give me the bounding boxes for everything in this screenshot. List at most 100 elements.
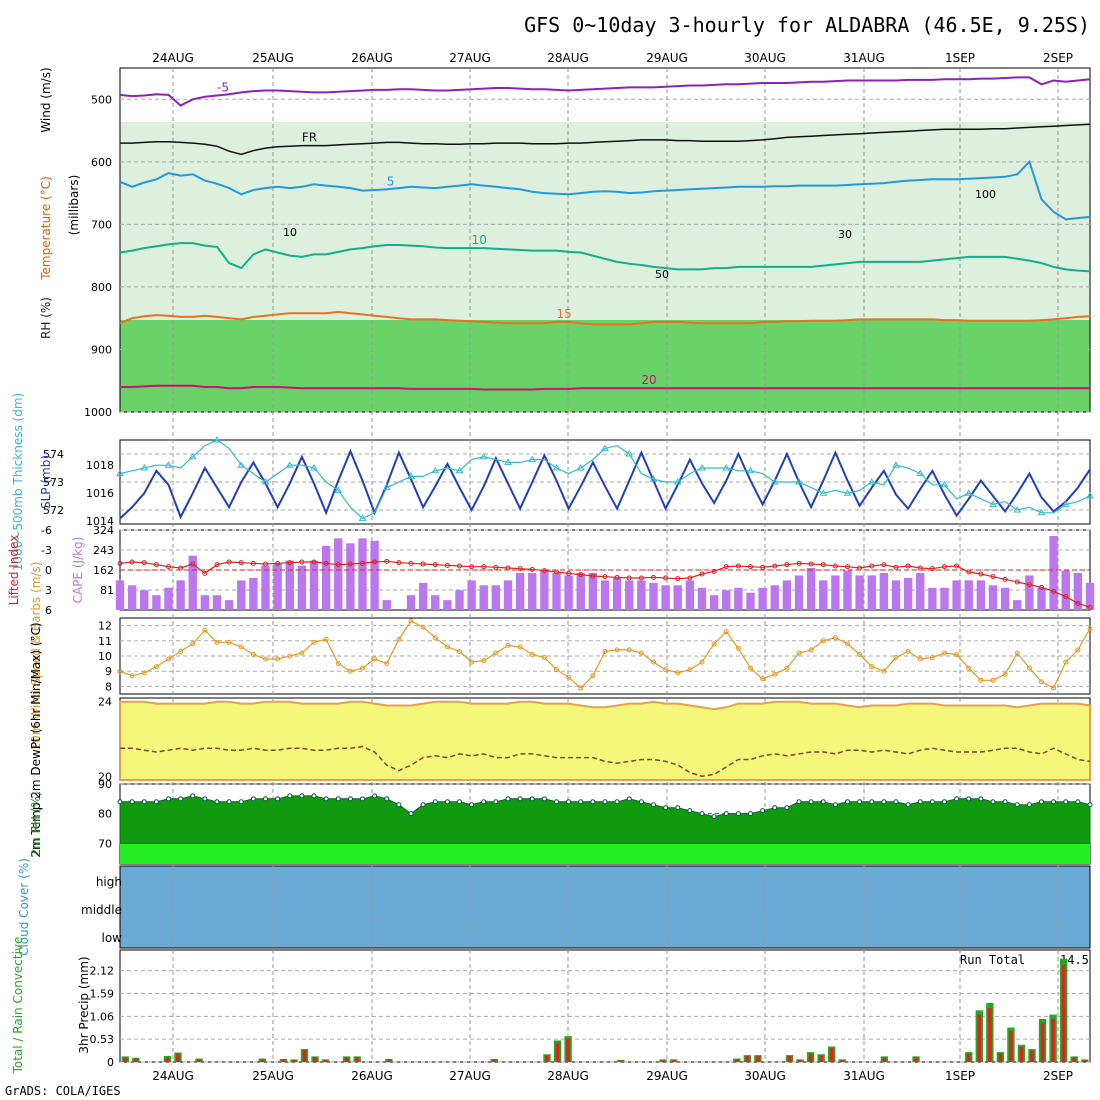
- lifted-index-point: [966, 569, 972, 575]
- lifted-index-point: [954, 563, 960, 569]
- rh2m-point: [748, 811, 753, 817]
- precip-convective-bar: [134, 1058, 138, 1062]
- wind-speed-point: [748, 665, 753, 671]
- cape-bar: [879, 572, 889, 610]
- cape-bar: [176, 580, 185, 610]
- lifted-index-line: [119, 560, 1091, 608]
- rh2m-point: [408, 811, 414, 817]
- wind-speed-point: [226, 639, 232, 645]
- rh2m-point: [226, 799, 232, 805]
- cape-tick-label: 243: [93, 544, 114, 557]
- lifted-index-point: [796, 560, 802, 566]
- wind-speed-point: [808, 647, 814, 653]
- lifted-index-point: [857, 565, 863, 571]
- cape-bar: [1049, 535, 1058, 610]
- rh2m-point: [1087, 802, 1093, 808]
- wind-speed-point: [287, 653, 293, 659]
- wind-speed-point: [869, 664, 875, 670]
- lifted-index-point: [541, 568, 547, 574]
- precip-convective-bar: [829, 1048, 834, 1062]
- precip-convective-bar: [1061, 965, 1066, 1062]
- lifted-index-point: [699, 571, 705, 577]
- lifted-index-point: [978, 571, 984, 577]
- isotherm-label: 20: [641, 373, 656, 387]
- wind-tick-label: 10: [98, 650, 112, 663]
- rh2m-point: [469, 802, 475, 808]
- chart-title: GFS 0~10day 3-hourly for ALDABRA (46.5E,…: [524, 13, 1090, 37]
- rh2m-point: [1002, 799, 1008, 805]
- rh2m-point: [214, 799, 220, 805]
- wind-speed-point: [942, 650, 947, 656]
- cape-bar: [831, 575, 840, 610]
- cape-bar: [261, 565, 270, 610]
- wind-speed-point: [517, 644, 523, 650]
- rh-tick-label: 70: [98, 837, 112, 850]
- lifted-index-point: [869, 563, 875, 569]
- wind-speed-point: [760, 676, 766, 682]
- rh2m-point: [954, 796, 960, 802]
- wind-speed-point: [978, 677, 984, 683]
- pressure-tick-label: 700: [91, 218, 112, 231]
- rh2m-point: [311, 793, 317, 799]
- cape-bar: [164, 587, 173, 610]
- rh2m-point: [990, 799, 996, 805]
- lifted-index-point: [481, 564, 487, 570]
- wind-speed-point: [1002, 671, 1008, 677]
- thickness-point: [285, 461, 294, 468]
- rh2m-point: [384, 796, 390, 802]
- cape-bar: [867, 575, 876, 610]
- thickness-point: [916, 469, 925, 477]
- lifted-index-point: [250, 560, 256, 566]
- cape-bar: [188, 555, 197, 610]
- precip-convective-bar: [492, 1059, 497, 1062]
- lifted-index-point: [178, 565, 184, 571]
- rh2m-point: [820, 799, 826, 805]
- wind-tick-label: 11: [98, 635, 112, 648]
- wind-speed-point: [626, 647, 632, 653]
- lifted-index-point: [505, 565, 511, 571]
- precip-legend-label: Total / Rain Convective: [11, 937, 25, 1075]
- lifted-index-point: [396, 560, 402, 566]
- thickness-point: [164, 461, 173, 468]
- date-label-top: 26AUG: [351, 51, 393, 65]
- lifted-index-point: [687, 575, 693, 581]
- cape-bar: [1000, 587, 1010, 610]
- cape-bar: [491, 585, 501, 610]
- precip-convective-bar: [914, 1057, 918, 1062]
- lifted-index-point: [772, 563, 778, 569]
- rh2m-point: [554, 799, 559, 805]
- wind-speed-point: [529, 651, 535, 657]
- thickness-point: [867, 478, 876, 485]
- rh2m-point: [1014, 802, 1020, 808]
- wind-speed-point: [335, 661, 341, 667]
- wind-speed-point: [905, 648, 911, 654]
- lifted-index-point: [469, 564, 475, 570]
- thickness-point: [843, 489, 852, 496]
- wind-speed-point: [250, 651, 256, 657]
- cape-bar: [855, 575, 864, 610]
- rh2m-point: [457, 799, 462, 805]
- lifted-index-tick-label: 0: [45, 564, 52, 577]
- wind-speed-point: [238, 644, 244, 650]
- wind-speed-point: [590, 673, 596, 679]
- thickness-point: [601, 444, 609, 451]
- lifted-index-point: [784, 562, 790, 568]
- thickness-point: [479, 452, 488, 460]
- thickness-point: [504, 458, 512, 465]
- lifted-index-point: [1026, 582, 1032, 588]
- lifted-index-point: [614, 574, 620, 580]
- lifted-index-point: [566, 570, 572, 576]
- thickness-point: [1013, 506, 1022, 513]
- cape-bar: [1037, 587, 1046, 610]
- precip-convective-bar: [977, 1014, 982, 1062]
- temperature-axis-label: 2m Temp 2m DewPt (6hr Min/Max) (°C): [29, 622, 43, 857]
- lifted-index-point: [444, 562, 450, 568]
- wind-speed-point: [360, 665, 365, 671]
- thickness-point: [1037, 508, 1046, 516]
- lifted-index-point: [432, 562, 438, 568]
- wind-speed-point: [153, 664, 159, 670]
- cape-bar: [758, 587, 767, 610]
- rh2m-point: [360, 796, 365, 802]
- precip-convective-bar: [1082, 1059, 1087, 1062]
- wind-speed-point: [554, 667, 559, 673]
